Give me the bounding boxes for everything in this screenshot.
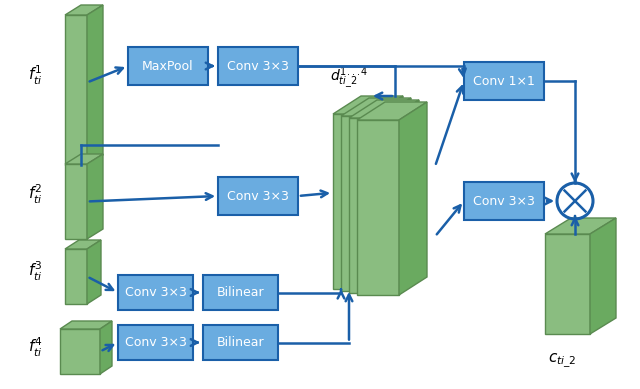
Text: Bilinear: Bilinear [217,336,264,349]
Polygon shape [87,240,101,304]
Polygon shape [349,100,419,118]
Polygon shape [349,118,391,293]
Polygon shape [60,321,112,329]
Polygon shape [357,102,427,120]
Polygon shape [333,114,375,289]
Polygon shape [375,96,403,289]
Text: Conv 3×3: Conv 3×3 [227,60,289,72]
Text: MaxPool: MaxPool [142,60,194,72]
Text: $f_{ti}^4$: $f_{ti}^4$ [28,335,43,359]
Text: $f_{ti}^3$: $f_{ti}^3$ [28,259,42,282]
Text: Conv 3×3: Conv 3×3 [473,194,535,207]
Text: Conv 3×3: Conv 3×3 [227,189,289,203]
Text: Conv 3×3: Conv 3×3 [125,286,186,299]
Text: $f_{ti}^2$: $f_{ti}^2$ [28,182,42,206]
Polygon shape [100,321,112,374]
Polygon shape [65,5,103,15]
FancyBboxPatch shape [464,182,544,220]
Polygon shape [65,164,87,239]
Polygon shape [357,120,399,295]
Polygon shape [60,329,100,374]
Polygon shape [383,98,411,291]
Text: $f_{ti}^1$: $f_{ti}^1$ [28,63,42,87]
Polygon shape [65,154,103,164]
FancyBboxPatch shape [464,62,544,100]
FancyBboxPatch shape [203,325,278,360]
FancyBboxPatch shape [203,275,278,310]
Text: $d_{ti\_2}^{1...4}$: $d_{ti\_2}^{1...4}$ [330,65,369,91]
Polygon shape [391,100,419,293]
Polygon shape [87,154,103,239]
FancyBboxPatch shape [128,47,208,85]
Polygon shape [341,98,411,116]
Polygon shape [399,102,427,295]
FancyBboxPatch shape [218,177,298,215]
Polygon shape [545,218,616,234]
Polygon shape [87,5,103,165]
Text: Bilinear: Bilinear [217,286,264,299]
Polygon shape [65,249,87,304]
FancyBboxPatch shape [118,325,193,360]
Polygon shape [545,234,590,334]
Polygon shape [333,96,403,114]
Text: Conv 3×3: Conv 3×3 [125,336,186,349]
Polygon shape [590,218,616,334]
FancyBboxPatch shape [218,47,298,85]
Polygon shape [341,116,383,291]
Polygon shape [65,15,87,165]
Polygon shape [65,240,101,249]
Text: $c_{ti\_2}$: $c_{ti\_2}$ [548,352,577,370]
FancyBboxPatch shape [118,275,193,310]
Text: Conv 1×1: Conv 1×1 [473,75,535,88]
